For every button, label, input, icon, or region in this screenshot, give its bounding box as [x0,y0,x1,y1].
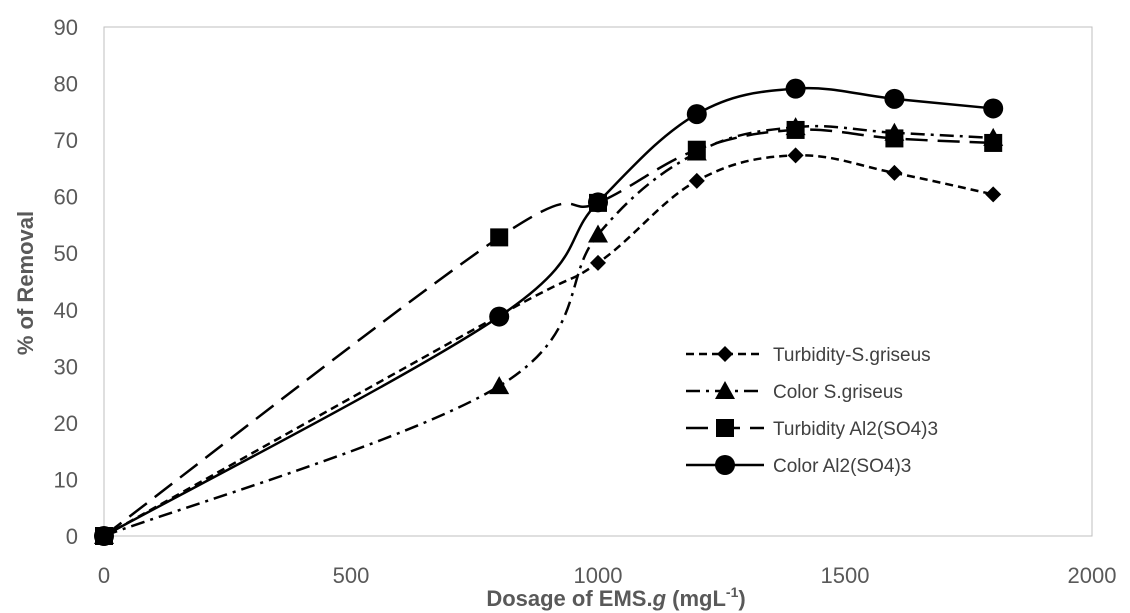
legend-item-turbidity-s-griseus: Turbidity-S.griseus [686,345,931,366]
circle-point [94,526,114,546]
diamond-point [985,186,1002,203]
legend-label: Turbidity Al2(SO4)3 [773,419,938,440]
legend-item-color-al2-so4-3: Color Al2(SO4)3 [686,455,911,477]
y-tick-label: 60 [54,185,78,210]
square-point [786,120,805,139]
triangle-point [489,376,510,395]
y-tick-label: 40 [54,298,78,323]
circle-point [588,192,608,213]
y-tick-label: 90 [54,15,78,40]
square-point [687,140,706,159]
y-tick-labels: 0 10 20 30 40 50 60 70 80 90 [54,15,78,549]
circle-point [489,306,510,327]
plot-area-frame [103,26,1093,537]
series-line-turbidity-s-griseus [103,154,994,538]
legend-item-turbidity-al2-so4-3: Turbidity Al2(SO4)3 [686,419,938,440]
diamond-point [787,147,804,164]
legend-circle-marker [715,455,735,475]
series-line-color-al2-so4-3 [103,86,994,538]
y-tick-label: 20 [54,411,78,436]
x-axis-title-main: Dosage of EMS. [486,586,652,611]
x-axis-title-close: ) [738,586,745,611]
legend-label: Color Al2(SO4)3 [773,456,911,477]
series-turbidity-al2-so4-3 [95,120,1003,545]
square-point [984,133,1003,152]
square-point [490,228,509,247]
x-axis-title-sup: -1 [726,584,739,600]
series-color-al2-so4-3 [94,78,1004,546]
legend-square-marker [716,419,734,437]
legend-label: Turbidity-S.griseus [773,345,931,366]
x-tick-label: 1500 [821,563,870,588]
series-line-turbidity-al2-so4-3 [103,128,994,537]
x-tick-label: 500 [333,563,370,588]
circle-point [884,88,905,109]
series-color-s-griseus [94,117,1004,544]
y-tick-label: 10 [54,467,78,492]
circle-point [983,98,1004,119]
x-tick-labels: 0 500 1000 1500 2000 [98,563,1117,588]
x-tick-label: 0 [98,563,110,588]
y-tick-label: 0 [66,524,78,549]
legend-triangle-marker [715,381,735,399]
x-tick-label: 1000 [574,563,623,588]
circle-point [686,104,707,125]
diamond-point [590,254,606,271]
y-tick-label: 80 [54,72,78,97]
x-axis-title: Dosage of EMS.g (mgL-1) [486,584,745,611]
triangle-point [588,224,608,243]
legend-diamond-marker [717,346,733,362]
legend-label: Color S.griseus [773,382,903,403]
diamond-point [688,172,705,189]
series-layer [94,78,1004,546]
legend: Turbidity-S.griseus Color S.griseus Turbid… [686,345,938,477]
y-tick-label: 50 [54,241,78,266]
circle-point [785,78,806,99]
x-axis-title-units: (mgL [672,586,726,611]
diamond-point [886,164,903,181]
x-tick-label: 2000 [1068,563,1117,588]
legend-item-color-s-griseus: Color S.griseus [686,381,903,403]
y-tick-label: 70 [54,128,78,153]
y-axis-title: % of Removal [13,211,38,355]
y-tick-label: 30 [54,354,78,379]
square-point [885,129,904,148]
x-axis-title-italic: g [652,586,667,611]
